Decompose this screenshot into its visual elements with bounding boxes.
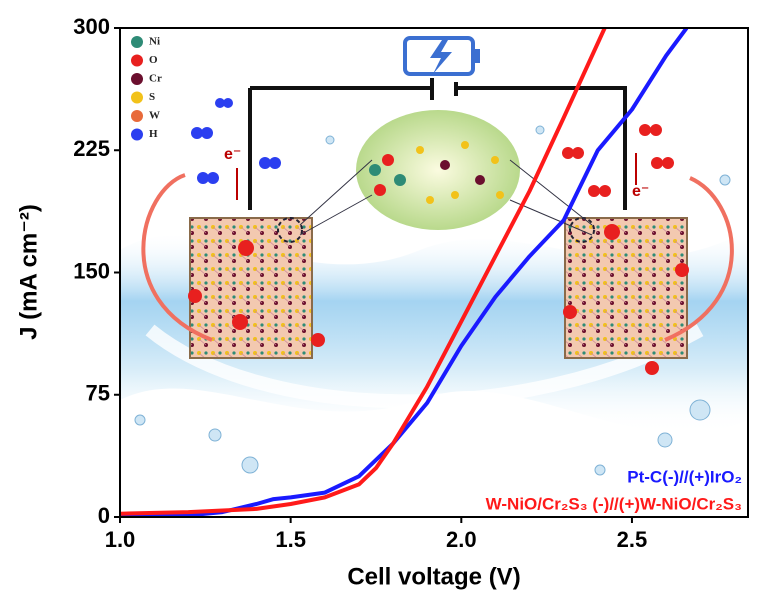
- zoom-circle: [277, 217, 303, 243]
- battery-cap: [473, 49, 480, 63]
- x-tick-label: 2.5: [617, 527, 648, 552]
- flow-arrow: [141, 173, 213, 342]
- zoom-lines: [299, 159, 593, 236]
- plot-frame: [119, 27, 749, 518]
- data-line: [120, 28, 689, 517]
- wave-crest: [145, 323, 704, 409]
- atom-legend-label: O: [149, 54, 158, 66]
- atom-legend-label: Ni: [149, 36, 160, 48]
- data-line: [120, 28, 607, 516]
- atom-legend-label: S: [149, 91, 155, 103]
- x-tick-label: 1.5: [275, 527, 306, 552]
- gas-molecules: [188, 98, 689, 375]
- y-tick-label: 150: [73, 258, 110, 283]
- y-tick-label: 300: [73, 14, 110, 39]
- x-tick-label: 2.0: [446, 527, 477, 552]
- zoom-circle: [569, 217, 595, 243]
- y-axis-title: J (mA cm⁻²): [15, 204, 42, 340]
- atom-legend-marker: [131, 54, 143, 67]
- atom-legend-label: H: [149, 128, 158, 140]
- electron-label: e⁻: [632, 183, 649, 200]
- legend-label: W-NiO/Cr₂S₃ (-)//(+)W-NiO/Cr₂S₃: [486, 494, 742, 513]
- structure-bubble: [356, 110, 520, 230]
- water-drops: [134, 125, 731, 476]
- electron-label: e⁻: [224, 146, 241, 163]
- y-tick-label: 75: [86, 381, 110, 406]
- x-tick-label: 1.0: [105, 527, 136, 552]
- legend-label: Pt-C(-)//(+)IrO₂: [627, 467, 742, 486]
- x-axis-title: Cell voltage (V): [347, 563, 520, 590]
- y-tick-label: 0: [98, 503, 110, 528]
- circuit-wire: [248, 86, 627, 210]
- atom-legend-marker: [131, 91, 143, 104]
- lightning-icon: [430, 40, 452, 74]
- atom-legend-label: Cr: [149, 73, 162, 85]
- y-tick-label: 225: [73, 136, 110, 161]
- atom-legend-marker: [131, 36, 143, 48]
- atom-legend-marker: [131, 110, 143, 122]
- atom-legend-marker: [131, 128, 143, 141]
- background-illustration: [120, 36, 748, 585]
- atom-legend-marker: [131, 73, 143, 85]
- structure-atoms: [369, 141, 504, 204]
- decoration: [710, 560, 745, 585]
- flow-arrow: [664, 176, 734, 342]
- atom-legend-label: W: [149, 110, 160, 122]
